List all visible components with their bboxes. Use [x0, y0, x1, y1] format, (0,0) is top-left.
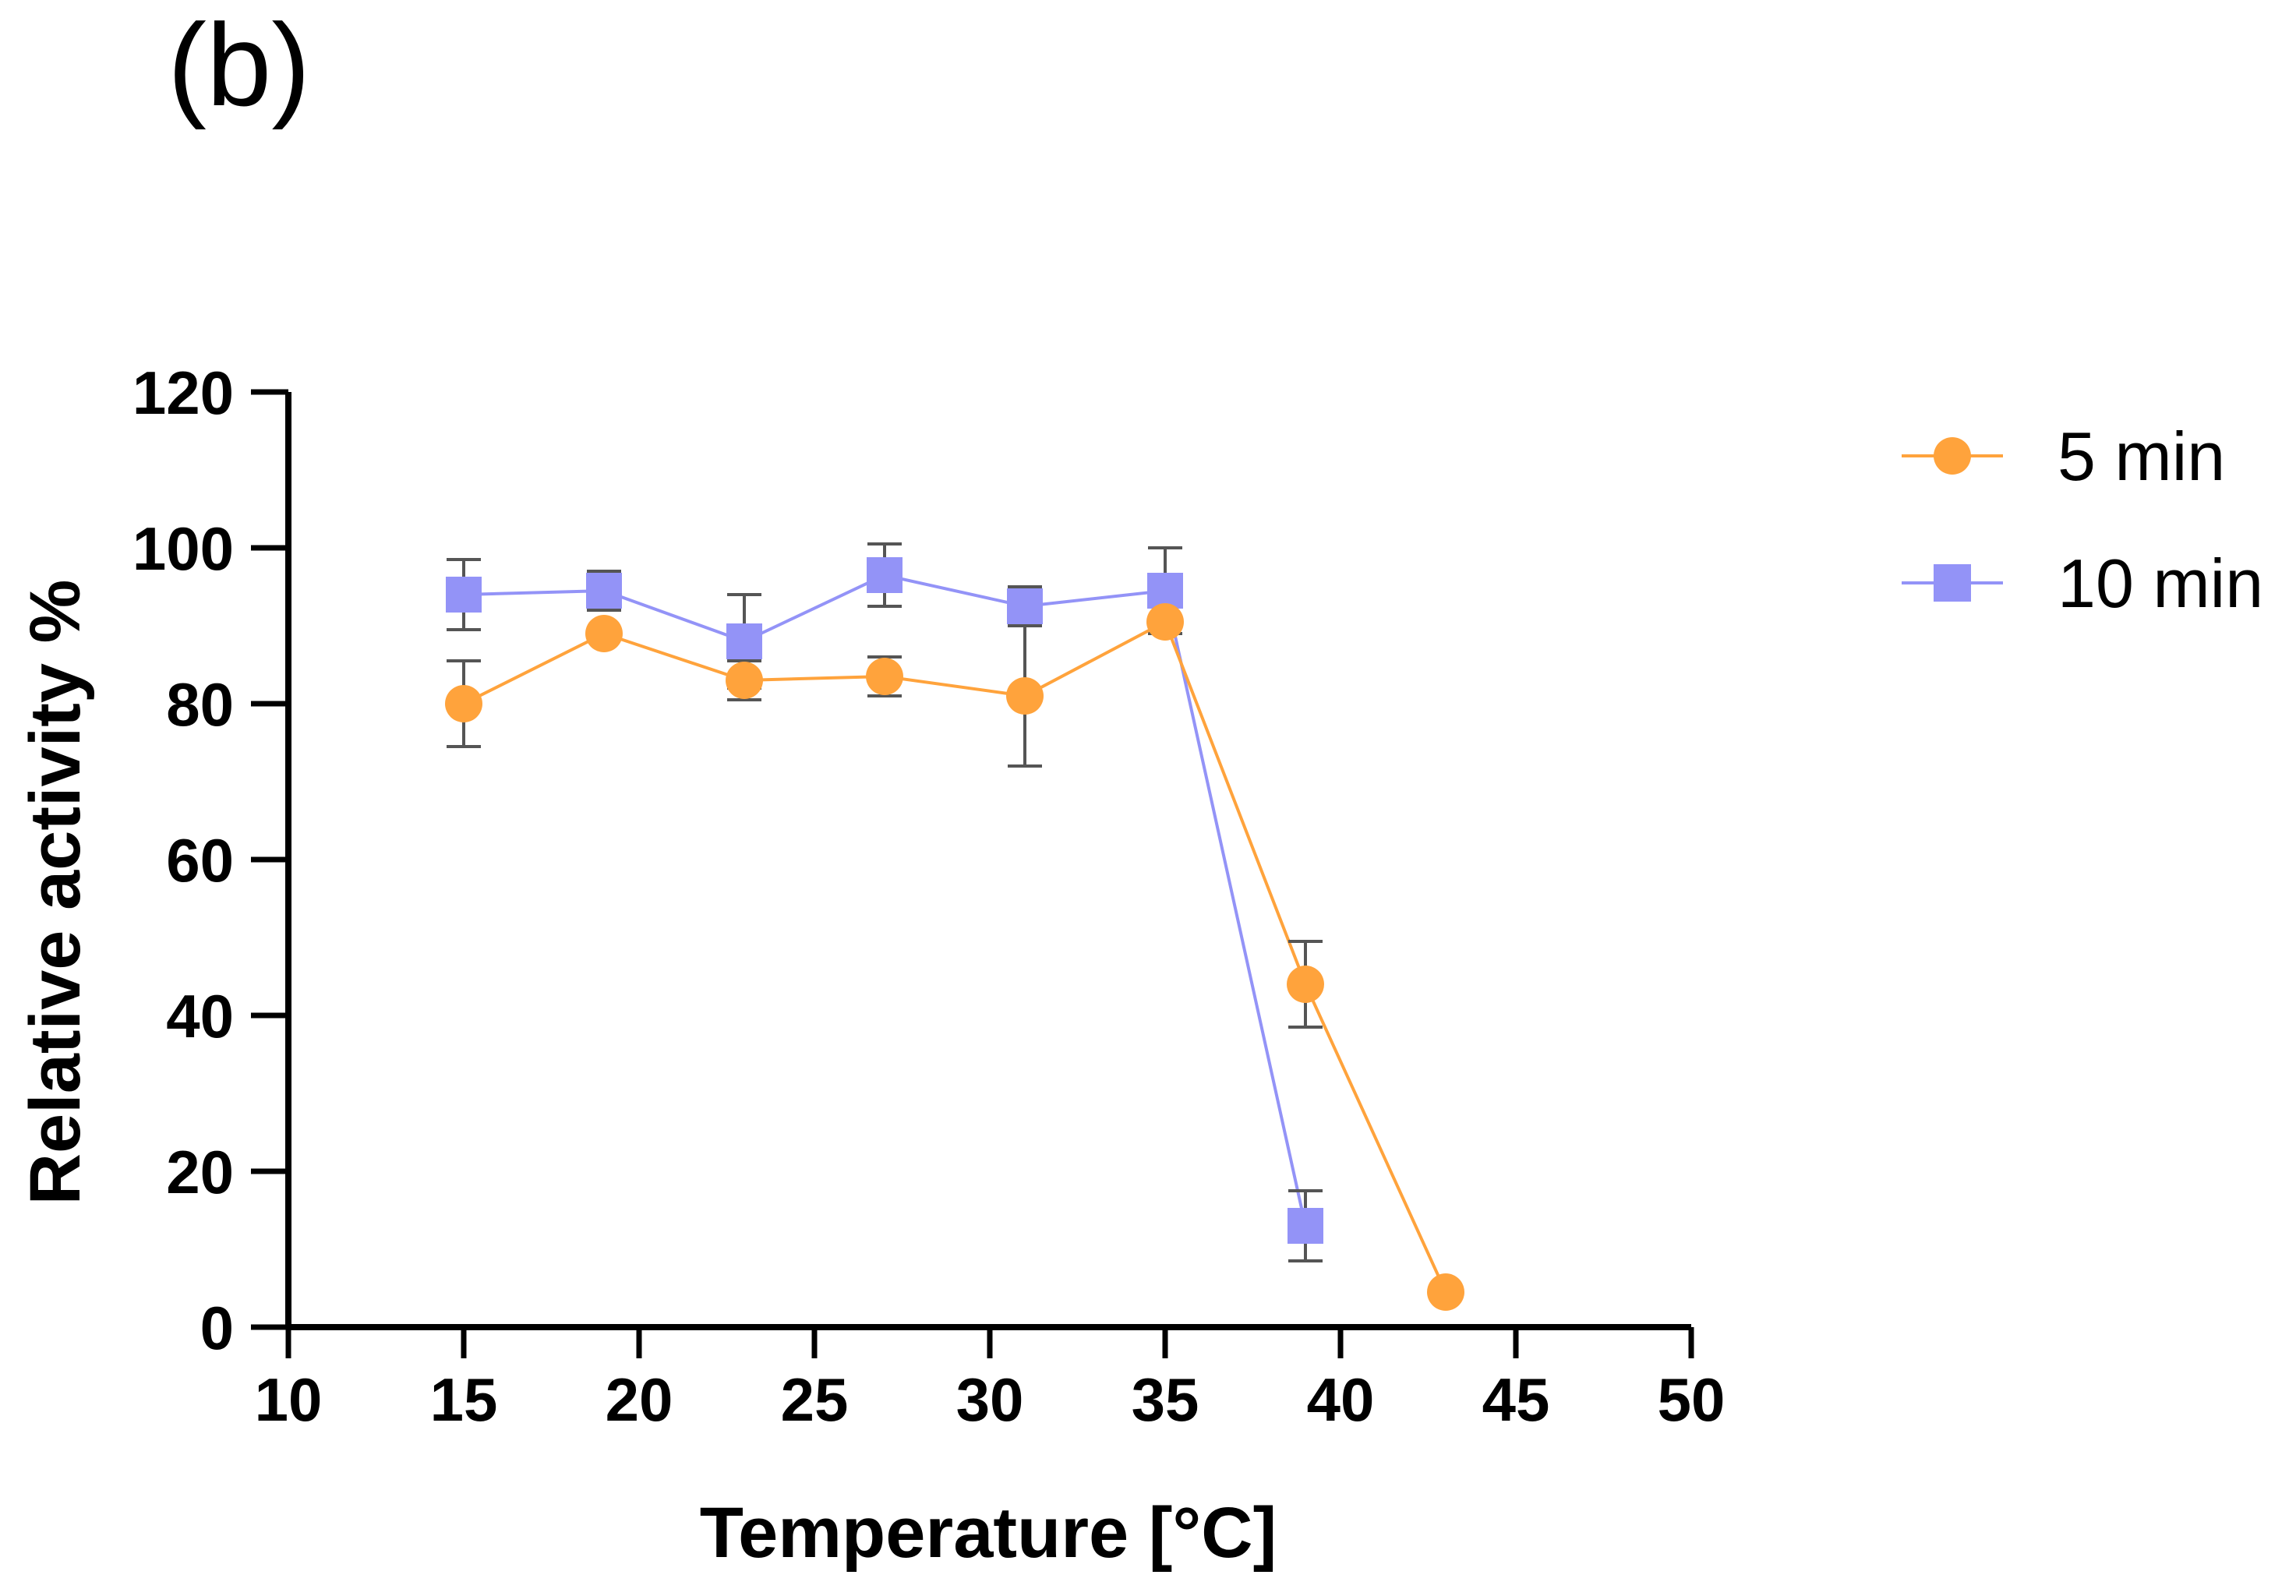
point-10min-23: [726, 623, 762, 659]
point-5min-23: [726, 662, 763, 699]
legend-label-5min: 5 min: [2058, 418, 2225, 495]
point-5min-19: [585, 615, 623, 652]
point-5min-31: [1006, 677, 1044, 715]
legend: 5 min 10 min: [1902, 418, 2263, 622]
y-ticks: 0 20 40 60 80 100 120: [132, 358, 288, 1362]
point-10min-19: [586, 573, 622, 609]
x-tick-label-30: 30: [956, 1365, 1024, 1434]
legend-marker-5min: [1934, 437, 1971, 475]
y-tick-label-20: 20: [166, 1138, 234, 1206]
point-10min-27: [867, 557, 903, 593]
x-tick-label-15: 15: [430, 1365, 498, 1434]
panel-label: (b): [168, 0, 310, 130]
series-line-5min: [463, 620, 1447, 1293]
point-5min-15: [445, 685, 482, 722]
point-10min-39: [1288, 1208, 1323, 1244]
y-tick-label-40: 40: [166, 982, 234, 1050]
y-tick-label-100: 100: [132, 514, 234, 583]
point-5min-43: [1427, 1273, 1464, 1311]
x-tick-label-50: 50: [1658, 1365, 1726, 1434]
y-axis-title: Relative activity %: [16, 580, 95, 1206]
axes: [285, 392, 1691, 1330]
series-10min: [446, 542, 1323, 1262]
legend-entry-5min: 5 min: [1902, 418, 2225, 495]
point-10min-35: [1147, 573, 1183, 609]
plot-area: [445, 542, 1464, 1311]
legend-label-10min: 10 min: [2058, 545, 2263, 622]
series-5min: [445, 603, 1464, 1311]
legend-entry-10min: 10 min: [1902, 545, 2263, 622]
y-tick-label-60: 60: [166, 826, 234, 895]
y-tick-label-120: 120: [132, 358, 234, 427]
point-5min-27: [866, 658, 903, 695]
x-tick-label-35: 35: [1132, 1365, 1199, 1434]
point-10min-31: [1007, 588, 1043, 624]
x-axis-title: Temperature [°C]: [700, 1493, 1277, 1573]
point-10min-15: [446, 577, 482, 613]
y-tick-label-80: 80: [166, 670, 234, 739]
x-tick-label-45: 45: [1482, 1365, 1550, 1434]
y-tick-label-0: 0: [200, 1294, 234, 1362]
point-5min-35: [1146, 603, 1184, 641]
x-tick-label-20: 20: [606, 1365, 673, 1434]
x-tick-label-10: 10: [255, 1365, 323, 1434]
x-tick-label-25: 25: [781, 1365, 849, 1434]
x-ticks: 10 15 20 25 30 35 40 45 50: [255, 1327, 1726, 1434]
x-tick-label-40: 40: [1307, 1365, 1375, 1434]
legend-marker-10min: [1934, 564, 1971, 602]
point-5min-39: [1287, 966, 1324, 1003]
